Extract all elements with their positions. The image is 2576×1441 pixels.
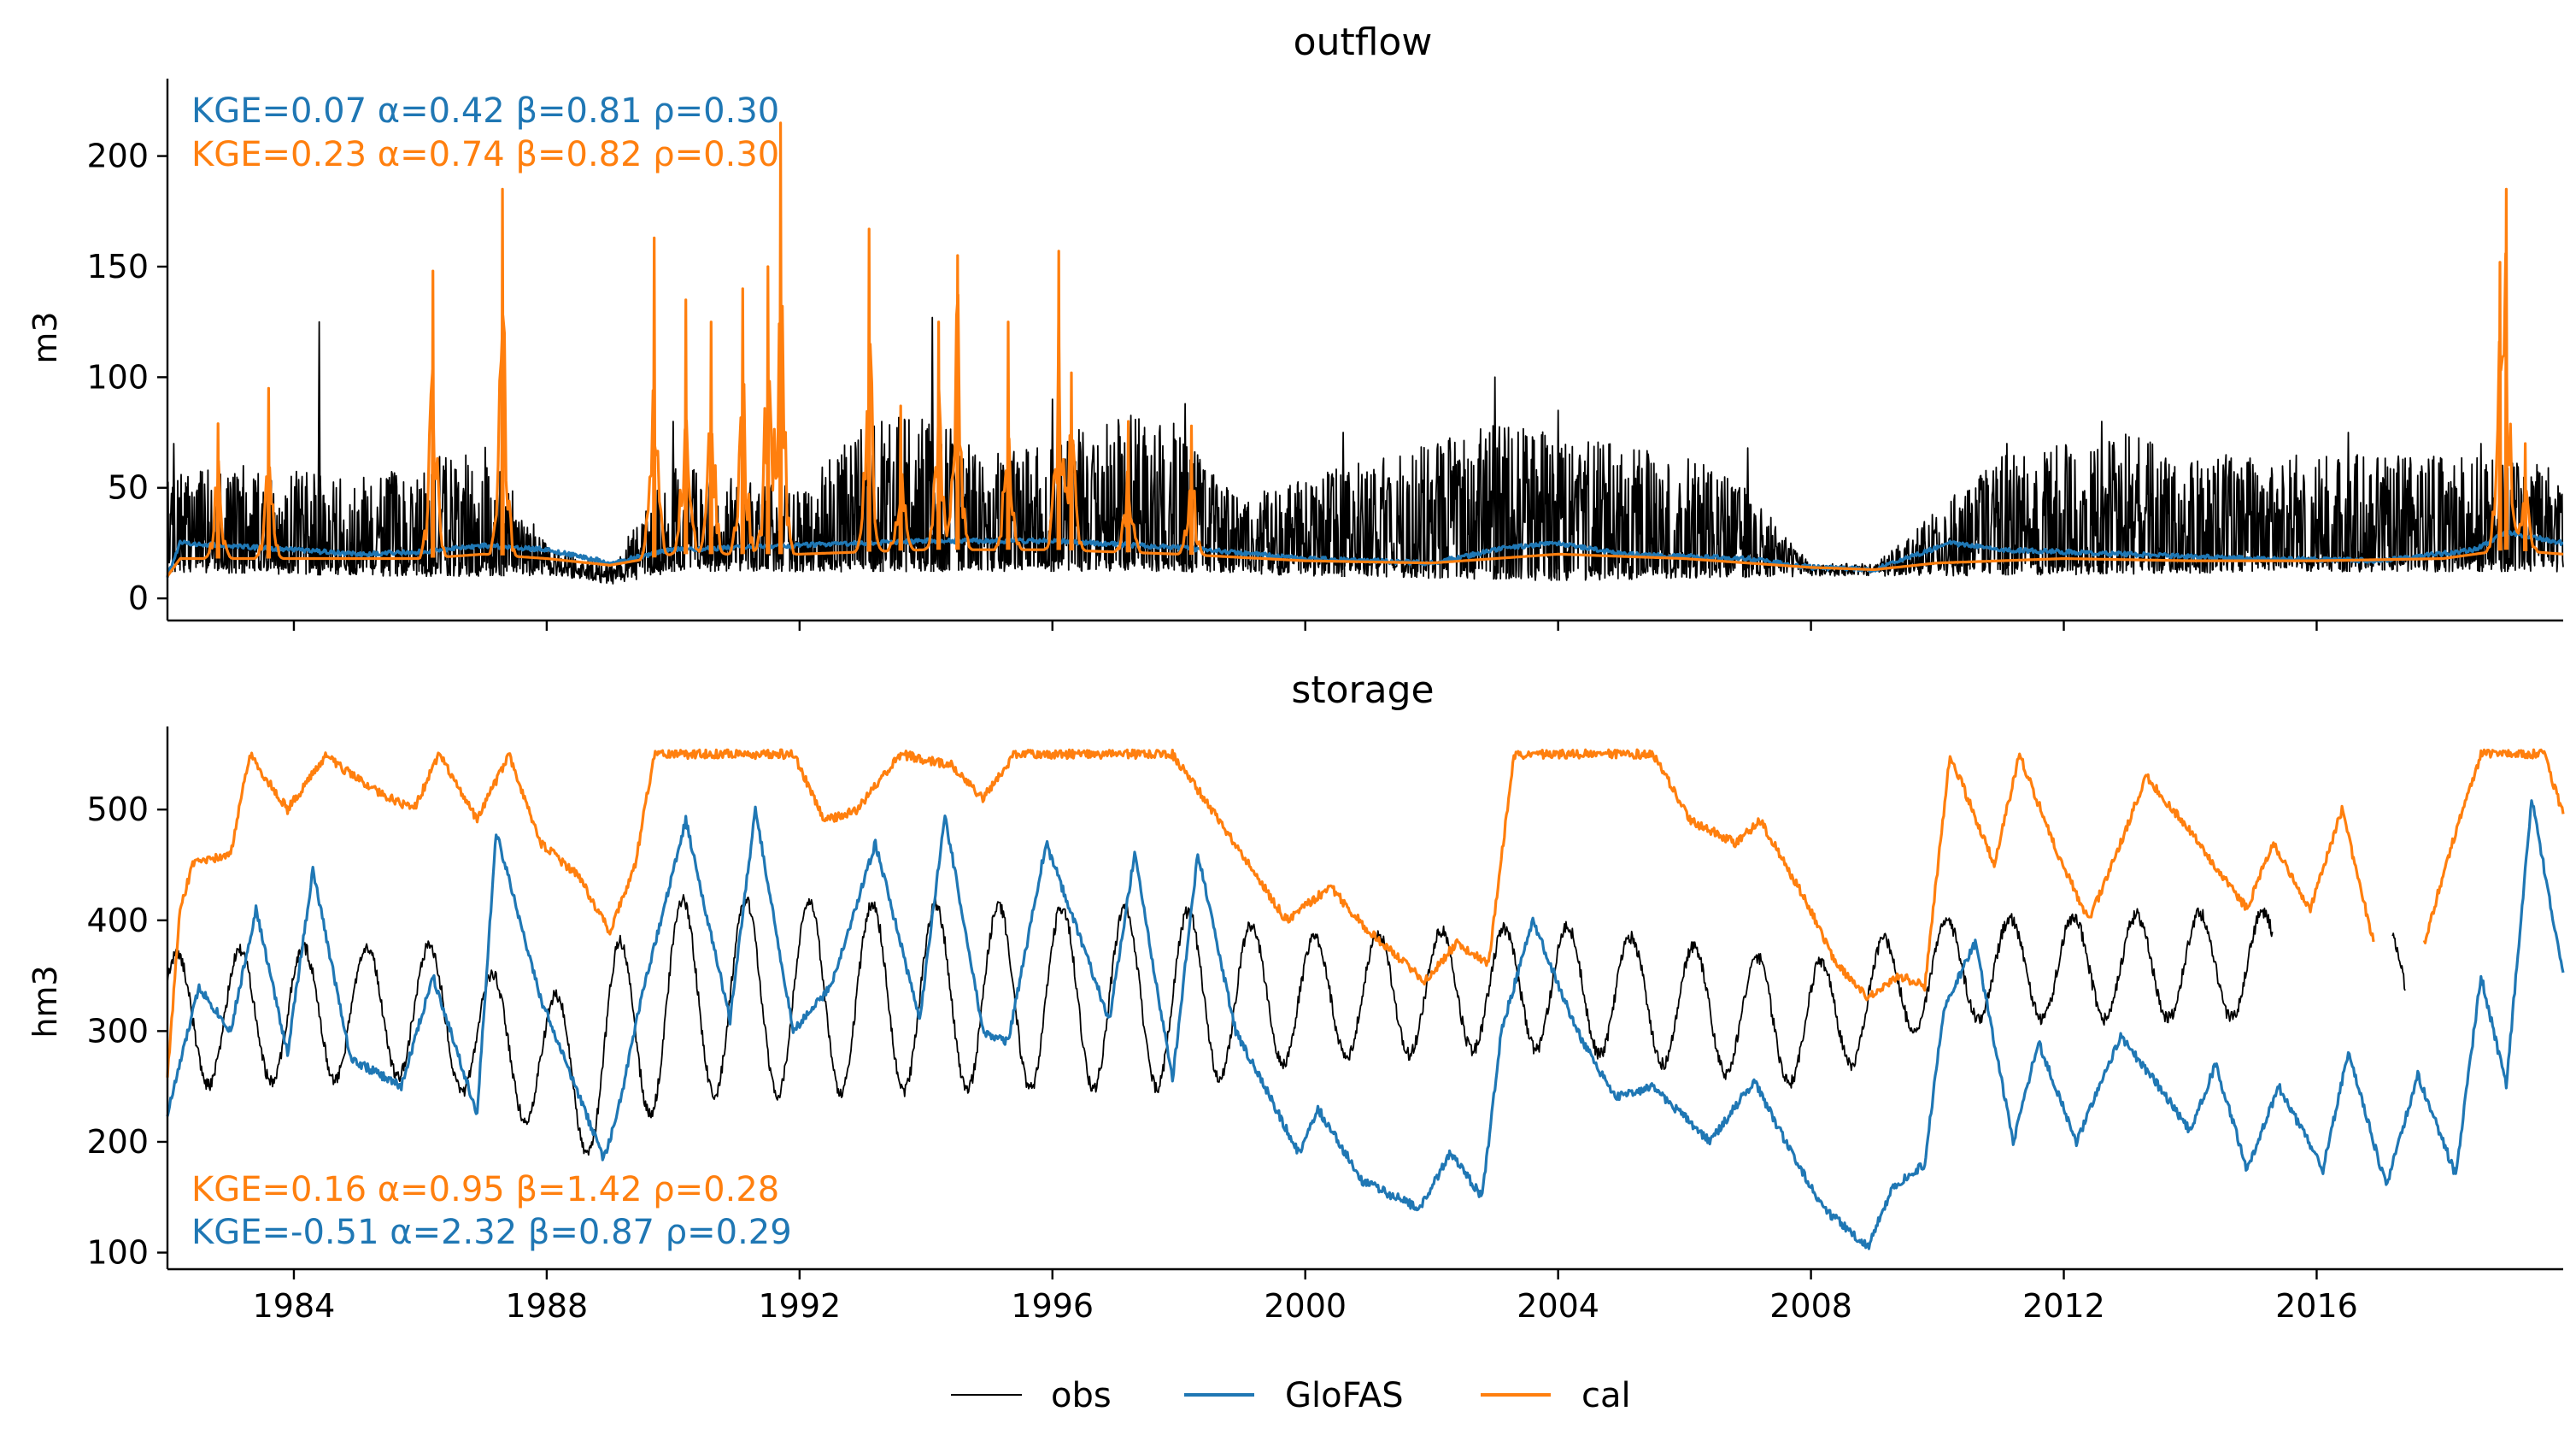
storage-axes: 100 200 300 400 500 1984 1988 1992 1996 2000 2004 2… bbox=[86, 726, 2563, 1325]
outflow-series-cal-part-10 bbox=[777, 121, 783, 555]
storage-x-tick-label: 1996 bbox=[1011, 1287, 1094, 1325]
storage-stat-cal: KGE=0.16 α=0.95 β=1.42 ρ=0.28 bbox=[191, 1170, 779, 1209]
outflow-y-tick-label: 200 bbox=[86, 138, 149, 175]
storage-x-tick-label: 1984 bbox=[253, 1287, 336, 1325]
storage-series-cal-part-1 bbox=[2422, 748, 2565, 944]
outflow-axes: 0 50 100 150 200 bbox=[86, 79, 2563, 631]
legend: obs GloFAS cal bbox=[951, 1376, 1631, 1415]
outflow-series-cal-part-18 bbox=[1125, 420, 1131, 553]
outflow-panel: outflow m3 0 50 100 150 200 KGE=0.07 α=0.42 … bbox=[26, 21, 2564, 631]
outflow-series-cal-part-4 bbox=[500, 187, 505, 556]
outflow-series-cal-part-16 bbox=[1056, 250, 1061, 550]
outflow-y-tick-label: 100 bbox=[86, 358, 149, 396]
storage-series-cal bbox=[166, 748, 2375, 1078]
legend-item-cal: cal bbox=[1481, 1376, 1631, 1415]
legend-item-glofas: GloFAS bbox=[1184, 1376, 1404, 1415]
storage-x-tick-label: 2012 bbox=[2022, 1287, 2105, 1325]
outflow-series-obs-part-5 bbox=[671, 421, 676, 573]
outflow-series-obs-part-9 bbox=[1182, 403, 1188, 573]
legend-label-cal: cal bbox=[1581, 1376, 1631, 1415]
storage-x-tick-label: 2008 bbox=[1769, 1287, 1852, 1325]
outflow-series-obs-part-13 bbox=[1746, 447, 1750, 578]
outflow-series-obs-part-17 bbox=[2479, 443, 2484, 573]
outflow-series-cal-part-21 bbox=[2503, 187, 2509, 550]
storage-stat-glofas: KGE=-0.51 α=2.32 β=0.87 ρ=0.29 bbox=[191, 1213, 792, 1252]
outflow-stat-cal: KGE=0.23 α=0.74 β=0.82 ρ=0.30 bbox=[191, 135, 779, 174]
storage-y-axis-label: hm3 bbox=[26, 965, 64, 1038]
storage-x-tick-label: 2000 bbox=[1264, 1287, 1347, 1325]
outflow-series-obs-part-12 bbox=[1556, 409, 1560, 581]
outflow-series-cal-part-3 bbox=[431, 269, 436, 558]
storage-title: storage bbox=[1291, 668, 1434, 712]
outflow-series-cal-part-22 bbox=[2522, 442, 2528, 551]
outflow-series-obs-part-15 bbox=[2099, 421, 2104, 575]
outflow-stat-glofas: KGE=0.07 α=0.42 β=0.81 ρ=0.30 bbox=[191, 91, 779, 131]
storage-y-tick-label: 200 bbox=[86, 1123, 149, 1161]
storage-series bbox=[166, 748, 2565, 1250]
outflow-series-cal-part-20 bbox=[2497, 261, 2503, 551]
outflow-series-cal-part-15 bbox=[1006, 321, 1011, 550]
storage-y-tick-label: 300 bbox=[86, 1012, 149, 1050]
storage-x-tick-label: 2004 bbox=[1517, 1287, 1599, 1325]
outflow-series-cal-part-6 bbox=[684, 298, 689, 555]
storage-y-tick-label: 100 bbox=[86, 1234, 149, 1272]
legend-item-obs: obs bbox=[951, 1376, 1112, 1415]
outflow-series-cal-part-11 bbox=[866, 227, 871, 552]
legend-label-obs: obs bbox=[1051, 1376, 1112, 1415]
outflow-series-obs-part-3 bbox=[317, 321, 321, 576]
outflow-series-cal-part-12 bbox=[898, 404, 903, 551]
outflow-series-obs-part-1 bbox=[172, 443, 176, 573]
outflow-series-obs-part-14 bbox=[2004, 443, 2010, 576]
outflow-series-obs-part-2 bbox=[241, 465, 246, 574]
outflow-series-cal-part-13 bbox=[936, 321, 942, 550]
storage-series-obs-part-1 bbox=[2391, 932, 2406, 991]
outflow-series-cal-part-7 bbox=[708, 321, 713, 555]
storage-x-tick-label: 1988 bbox=[506, 1287, 589, 1325]
storage-x-tick-label: 2016 bbox=[2275, 1287, 2358, 1325]
outflow-y-tick-label: 150 bbox=[86, 248, 149, 285]
outflow-series-cal-part-5 bbox=[652, 236, 657, 558]
outflow-y-tick-label: 50 bbox=[108, 469, 149, 507]
outflow-series bbox=[166, 121, 2564, 585]
outflow-series-cal-part-9 bbox=[766, 265, 771, 555]
outflow-series-cal-part-8 bbox=[740, 287, 745, 555]
storage-y-tick-label: 400 bbox=[86, 902, 149, 939]
storage-y-tick-label: 500 bbox=[86, 791, 149, 828]
outflow-title: outflow bbox=[1294, 21, 1433, 64]
outflow-series-obs-part-10 bbox=[1341, 432, 1346, 578]
outflow-series-cal-part-19 bbox=[1188, 424, 1194, 556]
outflow-series-cal-part-1 bbox=[215, 422, 220, 559]
outflow-series-cal-part-17 bbox=[1069, 371, 1074, 551]
outflow-series-obs-part-6 bbox=[879, 421, 884, 573]
outflow-series-obs bbox=[167, 415, 2564, 585]
outflow-series-cal-part-14 bbox=[955, 254, 960, 550]
outflow-y-axis-label: m3 bbox=[26, 311, 64, 363]
legend-label-glofas: GloFAS bbox=[1285, 1376, 1404, 1415]
storage-series-obs bbox=[167, 894, 2274, 1156]
storage-x-tick-label: 1992 bbox=[758, 1287, 841, 1325]
outflow-series-cal bbox=[166, 252, 2564, 578]
outflow-series-obs-part-16 bbox=[2346, 432, 2350, 573]
outflow-series-cal-part-2 bbox=[266, 386, 272, 559]
outflow-y-tick-label: 0 bbox=[128, 579, 149, 617]
outflow-series-obs-part-11 bbox=[1493, 376, 1497, 580]
storage-series-glofas bbox=[166, 799, 2565, 1250]
